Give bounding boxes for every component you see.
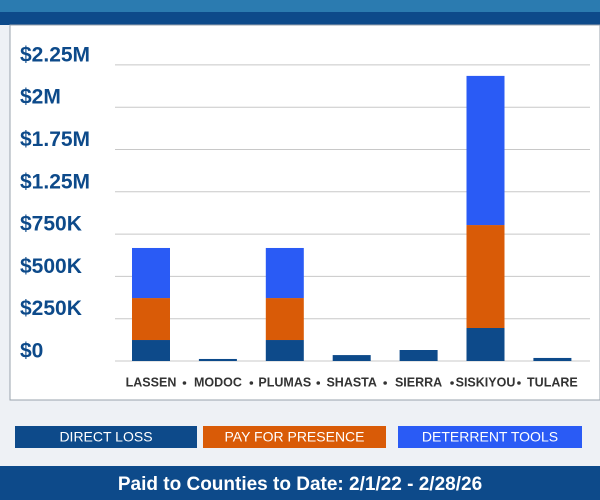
- bar-segment: [533, 357, 572, 361]
- separator-dot: [517, 381, 521, 385]
- bar-segment: [132, 340, 170, 361]
- separator-dot: [182, 381, 187, 385]
- legend-label: DETERRENT TOOLS: [422, 429, 558, 445]
- x-tick-label: SISKIYOU: [456, 375, 516, 389]
- x-tick-label: TULARE: [527, 375, 578, 389]
- x-tick-label: PLUMAS: [258, 375, 311, 389]
- y-tick-label: $1.25M: [20, 170, 90, 193]
- bar-segment: [265, 298, 304, 341]
- bar-segment: [466, 328, 505, 361]
- header-band: [0, 0, 600, 12]
- legend-swatch: [15, 426, 197, 448]
- y-tick-label: $0: [20, 340, 43, 363]
- x-tick-label: SIERRA: [395, 375, 442, 389]
- bar-segment: [332, 355, 371, 361]
- y-tick-label: $250K: [20, 297, 82, 320]
- bar-segment: [132, 247, 170, 299]
- bar-segment: [399, 350, 438, 361]
- bar-segment: [198, 358, 237, 361]
- y-tick-label: $500K: [20, 255, 82, 278]
- separator-dot: [316, 381, 321, 385]
- legend-swatch: [203, 426, 386, 448]
- footer-text: Paid to Counties to Date: 2/1/22 - 2/28/…: [118, 474, 482, 495]
- separator-dot: [383, 381, 387, 385]
- y-tick-label: $1.75M: [20, 128, 90, 151]
- legend-label: DIRECT LOSS: [59, 429, 152, 445]
- bar-segment: [265, 247, 304, 299]
- y-tick-label: $2.25M: [20, 43, 90, 66]
- legend-swatch: [398, 426, 582, 448]
- bar-segment: [466, 75, 505, 226]
- y-tick-label: $750K: [20, 213, 82, 236]
- x-tick-label: MODOC: [194, 375, 242, 389]
- bar-segment: [265, 340, 304, 361]
- y-tick-label: $2M: [20, 86, 61, 109]
- footer-band: [0, 466, 600, 500]
- header-band: [0, 12, 600, 25]
- x-tick-label: SHASTA: [326, 375, 376, 389]
- separator-dot: [249, 381, 254, 385]
- bar-segment: [466, 225, 505, 329]
- bar-segment: [132, 298, 170, 341]
- separator-dot: [450, 381, 454, 385]
- legend-label: PAY FOR PRESENCE: [224, 429, 364, 445]
- x-tick-label: LASSEN: [126, 375, 177, 389]
- chart-panel: [9, 24, 600, 401]
